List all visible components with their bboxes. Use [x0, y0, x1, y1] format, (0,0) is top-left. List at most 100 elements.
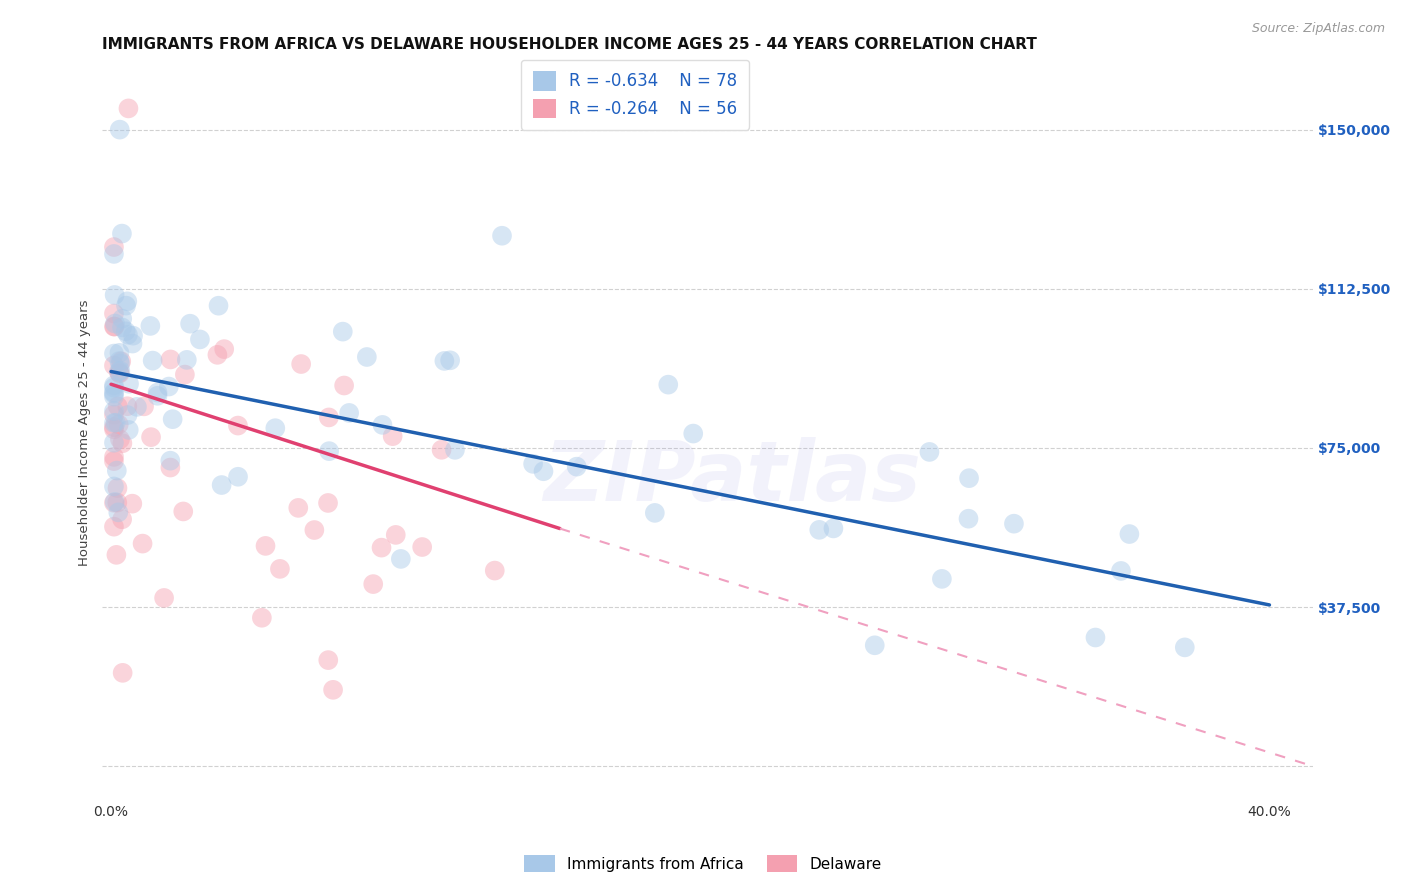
Point	[121, 497, 143, 511]
Point	[269, 562, 291, 576]
Point	[162, 412, 184, 426]
Point	[104, 288, 127, 302]
Point	[111, 227, 134, 241]
Point	[104, 317, 127, 331]
Point	[103, 404, 125, 418]
Point	[823, 521, 845, 535]
Point	[132, 400, 155, 414]
Text: ZIPatlas: ZIPatlas	[543, 436, 921, 517]
Point	[1084, 631, 1107, 645]
Legend: R = -0.634    N = 78, R = -0.264    N = 56: R = -0.634 N = 78, R = -0.264 N = 56	[522, 60, 749, 129]
Point	[1174, 640, 1197, 655]
Point	[110, 354, 132, 368]
Point	[957, 471, 980, 485]
Point	[207, 348, 229, 362]
Point	[433, 354, 456, 368]
Point	[384, 528, 406, 542]
Y-axis label: Householder Income Ages 25 - 44 years: Householder Income Ages 25 - 44 years	[79, 300, 91, 566]
Point	[304, 523, 326, 537]
Point	[108, 365, 131, 379]
Point	[103, 519, 125, 533]
Point	[108, 366, 131, 380]
Point	[389, 552, 412, 566]
Point	[174, 368, 197, 382]
Point	[176, 352, 198, 367]
Point	[107, 505, 129, 519]
Point	[918, 445, 941, 459]
Point	[103, 408, 125, 422]
Text: IMMIGRANTS FROM AFRICA VS DELAWARE HOUSEHOLDER INCOME AGES 25 - 44 YEARS CORRELA: IMMIGRANTS FROM AFRICA VS DELAWARE HOUSE…	[103, 37, 1038, 53]
Point	[103, 319, 125, 334]
Point	[318, 410, 340, 425]
Point	[212, 342, 235, 356]
Point	[226, 418, 249, 433]
Point	[118, 376, 141, 391]
Point	[105, 495, 128, 509]
Point	[337, 406, 360, 420]
Point	[117, 294, 139, 309]
Point	[254, 539, 277, 553]
Point	[522, 457, 544, 471]
Point	[115, 299, 138, 313]
Point	[316, 653, 339, 667]
Point	[333, 378, 356, 392]
Point	[103, 390, 125, 404]
Point	[644, 506, 666, 520]
Point	[318, 444, 340, 458]
Point	[103, 306, 125, 320]
Point	[114, 324, 136, 338]
Point	[103, 378, 125, 392]
Point	[322, 682, 344, 697]
Point	[1109, 564, 1132, 578]
Point	[111, 311, 134, 326]
Point	[108, 433, 131, 447]
Point	[316, 496, 339, 510]
Point	[117, 399, 139, 413]
Point	[103, 385, 125, 400]
Point	[117, 327, 139, 342]
Point	[657, 377, 679, 392]
Point	[484, 564, 506, 578]
Point	[110, 364, 132, 378]
Text: Source: ZipAtlas.com: Source: ZipAtlas.com	[1251, 22, 1385, 36]
Point	[103, 319, 125, 334]
Point	[153, 591, 176, 605]
Point	[179, 317, 201, 331]
Point	[111, 512, 134, 526]
Point	[103, 435, 125, 450]
Legend: Immigrants from Africa, Delaware: Immigrants from Africa, Delaware	[516, 847, 890, 880]
Point	[117, 408, 139, 422]
Point	[565, 459, 588, 474]
Point	[103, 416, 125, 430]
Point	[264, 421, 287, 435]
Point	[207, 299, 229, 313]
Point	[105, 464, 128, 478]
Point	[103, 496, 125, 510]
Point	[107, 481, 129, 495]
Point	[332, 325, 354, 339]
Point	[103, 247, 125, 261]
Point	[211, 478, 233, 492]
Point	[111, 665, 134, 680]
Point	[1118, 527, 1140, 541]
Point	[491, 228, 513, 243]
Point	[188, 333, 211, 347]
Point	[103, 450, 125, 464]
Point	[411, 540, 433, 554]
Point	[108, 346, 131, 360]
Point	[142, 353, 165, 368]
Point	[111, 436, 134, 450]
Point	[863, 638, 886, 652]
Point	[122, 328, 145, 343]
Point	[370, 541, 392, 555]
Point	[111, 320, 134, 334]
Point	[103, 359, 125, 373]
Point	[430, 442, 453, 457]
Point	[533, 464, 555, 478]
Point	[159, 460, 181, 475]
Point	[146, 389, 169, 403]
Point	[125, 400, 148, 414]
Point	[107, 399, 129, 413]
Point	[172, 504, 194, 518]
Point	[104, 495, 127, 509]
